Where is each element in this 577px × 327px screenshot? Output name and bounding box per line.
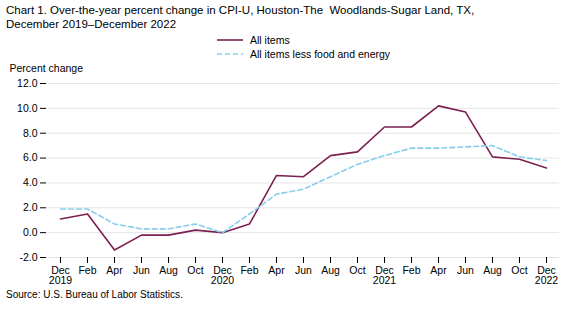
svg-text:Jun: Jun	[457, 264, 474, 276]
html-text:Chart 1. Over-the-year percent: Chart 1. Over-the-year percent change in…	[6, 4, 475, 16]
svg-text:Oct: Oct	[187, 264, 203, 276]
svg-text:Jun: Jun	[295, 264, 312, 276]
svg-text:Dec2022: Dec2022	[535, 264, 559, 287]
svg-text:Oct: Oct	[511, 264, 527, 276]
svg-text:0.0: 0.0	[23, 226, 38, 238]
svg-text:Dec2019: Dec2019	[49, 264, 73, 287]
svg-text:Apr: Apr	[106, 264, 123, 276]
svg-text:Apr: Apr	[430, 264, 447, 276]
svg-text:10.0: 10.0	[17, 102, 38, 114]
svg-text:Aug: Aug	[159, 264, 178, 276]
svg-text:Feb: Feb	[78, 264, 96, 276]
svg-text:6.0: 6.0	[23, 151, 38, 163]
html-text:All items: All items	[250, 34, 290, 46]
svg-text:Dec2021: Dec2021	[373, 264, 397, 287]
svg-text:Feb: Feb	[240, 264, 258, 276]
svg-text:Aug: Aug	[321, 264, 340, 276]
svg-text:4.0: 4.0	[23, 176, 38, 188]
svg-text:Feb: Feb	[402, 264, 420, 276]
html-text:Source: U.S. Bureau of Labor S: Source: U.S. Bureau of Labor Statistics.	[6, 289, 183, 300]
svg-text:-2.0: -2.0	[19, 251, 37, 263]
svg-text:2.0: 2.0	[23, 201, 38, 213]
svg-text:Aug: Aug	[483, 264, 502, 276]
svg-text:Oct: Oct	[349, 264, 365, 276]
svg-text:8.0: 8.0	[23, 127, 38, 139]
svg-text:Percent change: Percent change	[10, 62, 84, 74]
svg-text:Apr: Apr	[268, 264, 285, 276]
html-text:All items less food and energy: All items less food and energy	[250, 48, 391, 60]
svg-text:Dec2020: Dec2020	[211, 264, 235, 287]
svg-text:12.0: 12.0	[17, 77, 38, 89]
html-text:December 2019–December 2022: December 2019–December 2022	[6, 18, 176, 30]
svg-text:Jun: Jun	[133, 264, 150, 276]
